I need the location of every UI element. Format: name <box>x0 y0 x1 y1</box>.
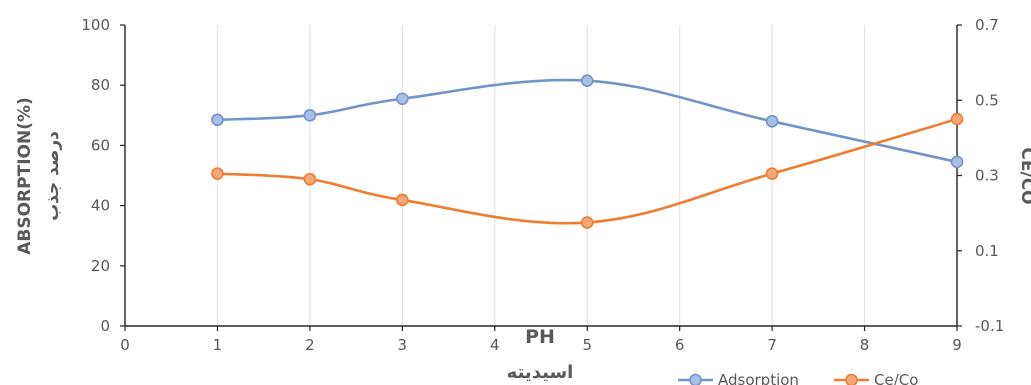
x-tick-label-3: 3 <box>398 336 408 354</box>
y-axis-title: ABSORPTION(%) <box>15 97 35 255</box>
point-adsorption-9 <box>950 155 964 169</box>
x-tick-label-5: 5 <box>582 336 592 354</box>
y2-tick-label-0.3: 0.3 <box>975 167 999 185</box>
point-ce-co-2 <box>303 172 317 186</box>
point-adsorption-3 <box>396 92 409 106</box>
legend-swatch-marker-ce-co <box>845 373 858 385</box>
point-ce-co-1 <box>211 167 224 180</box>
y2-axis-title: CE/CO <box>1017 147 1031 204</box>
y-tick-label-100: 100 <box>81 16 110 34</box>
legend-swatch-marker-adsorption <box>689 373 702 385</box>
x-tick-labels: 0 1 2 3 4 5 6 7 8 9 <box>120 336 962 354</box>
y2-tick-label-0.7: 0.7 <box>975 16 999 34</box>
point-adsorption-1 <box>211 113 224 127</box>
x-axis-title: PH <box>525 326 555 348</box>
legend-label-adsorption: Adsorption <box>718 371 799 385</box>
point-adsorption-2 <box>303 109 317 122</box>
point-ce-co-9 <box>950 112 964 126</box>
axes <box>120 24 962 331</box>
x-tick-label-0: 0 <box>120 336 130 354</box>
y2-tick-label--0.1: -0.1 <box>975 317 1004 335</box>
x-tick-label-9: 9 <box>952 336 962 354</box>
x-axis-title-secondary: اسیدیته <box>507 362 574 383</box>
series-layer <box>211 74 964 229</box>
x-tick-label-6: 6 <box>675 336 685 354</box>
legend: Adsorption Ce/Co <box>678 371 918 385</box>
y-tick-label-0: 0 <box>100 317 110 335</box>
point-ce-co-7 <box>765 167 779 180</box>
y2-tick-labels: -0.1 0.1 0.3 0.5 0.7 <box>975 16 1004 335</box>
point-adsorption-7 <box>765 115 779 128</box>
point-ce-co-5 <box>580 216 594 229</box>
y-tick-label-60: 60 <box>91 136 110 154</box>
x-tick-label-8: 8 <box>860 336 870 354</box>
point-adsorption-5 <box>580 74 594 87</box>
y-tick-label-80: 80 <box>91 76 110 94</box>
vertical-gridlines <box>216 25 958 326</box>
x-tick-label-7: 7 <box>767 336 777 354</box>
point-ce-co-3 <box>396 193 409 207</box>
y2-tick-label-0.1: 0.1 <box>975 242 999 260</box>
y-tick-label-20: 20 <box>91 257 110 275</box>
y-tick-labels: 0 20 40 60 80 100 <box>81 16 110 335</box>
legend-label-ce-co: Ce/Co <box>874 371 918 385</box>
x-tick-label-2: 2 <box>305 336 315 354</box>
y2-tick-label-0.5: 0.5 <box>975 91 999 109</box>
x-tick-label-4: 4 <box>490 336 500 354</box>
y-tick-label-40: 40 <box>91 197 110 215</box>
y-axis-title-secondary: درصد جذب <box>43 131 63 221</box>
x-tick-label-1: 1 <box>213 336 223 354</box>
